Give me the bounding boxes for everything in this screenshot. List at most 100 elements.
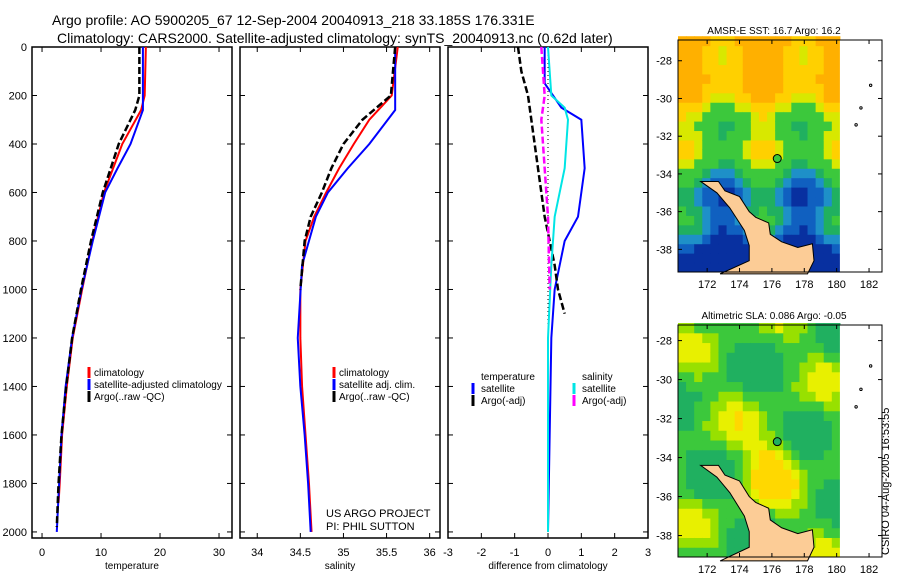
map-cell <box>718 547 728 558</box>
map-cell <box>694 168 703 179</box>
map-cell <box>694 111 703 122</box>
map-cell <box>694 224 703 235</box>
x-tick-label: -2 <box>476 547 486 559</box>
map-cell <box>799 420 809 431</box>
map-cell <box>783 45 792 56</box>
map-cell <box>678 55 687 66</box>
map-cell <box>686 224 695 235</box>
map-cell <box>726 420 736 431</box>
map-cell <box>767 73 776 84</box>
map-cell <box>734 371 744 383</box>
map-cell <box>823 234 833 245</box>
map-cell <box>678 391 687 402</box>
map-cell <box>694 518 703 529</box>
map-cell <box>775 449 784 461</box>
map-cell <box>686 420 695 431</box>
map-cell <box>694 102 703 113</box>
map-cell <box>775 215 784 226</box>
map-cell <box>791 149 800 160</box>
map-cell <box>823 498 833 509</box>
map-cell <box>823 45 833 56</box>
map-cell <box>678 215 687 226</box>
map-cell <box>726 253 736 264</box>
map-cell <box>742 391 752 402</box>
map-cell <box>767 168 776 179</box>
map-cell <box>710 508 719 519</box>
map-cell <box>750 196 760 207</box>
x-tick-label: -3 <box>443 547 453 559</box>
map-cell <box>831 158 841 169</box>
map-cell <box>678 420 687 431</box>
map-cell <box>710 149 719 160</box>
map-cell <box>718 158 728 169</box>
profile-panel-3 <box>447 46 649 539</box>
map-cell <box>791 362 800 373</box>
map-cell <box>775 381 784 392</box>
map-cell <box>678 130 687 141</box>
map-cell <box>702 121 711 132</box>
map-cell <box>823 121 833 132</box>
map-cell <box>758 469 768 480</box>
map-cell <box>775 158 784 169</box>
map-cell <box>815 102 825 113</box>
x-tick-label: 30 <box>213 547 225 559</box>
map-cell <box>694 527 703 539</box>
y-tick-label: 2000 <box>3 527 27 539</box>
x-tick-label: 1 <box>578 547 584 559</box>
map-cell <box>758 479 768 490</box>
map-cell <box>734 234 744 245</box>
map-cell <box>831 352 841 363</box>
map-cell <box>718 449 728 461</box>
island <box>868 364 873 368</box>
map-cell <box>742 45 752 56</box>
map-cell <box>758 391 768 402</box>
map-cell <box>734 224 744 235</box>
series-line-argo-raw-qc- <box>299 46 397 290</box>
map-cell <box>726 527 736 539</box>
map-cell <box>831 469 841 480</box>
map-cell <box>742 121 752 132</box>
map-cell <box>831 64 841 75</box>
map-cell <box>750 362 760 373</box>
map-cell <box>694 488 703 500</box>
map-cell <box>702 139 711 150</box>
island <box>854 405 858 409</box>
map-cell <box>718 215 728 226</box>
legend-title: salinity <box>582 372 613 383</box>
map-cell <box>815 323 825 334</box>
map-cell <box>742 381 752 392</box>
map-cell <box>750 45 760 56</box>
map-cell <box>815 498 825 509</box>
map-cell <box>678 362 687 373</box>
map-cell <box>710 440 719 451</box>
map-cell <box>686 527 695 539</box>
map-cell <box>831 196 841 207</box>
map-cell <box>783 352 792 363</box>
map-cell <box>767 449 776 461</box>
map-cell <box>710 243 719 254</box>
series-line-climatology <box>299 46 399 532</box>
map-cell <box>783 83 792 94</box>
map-cell <box>807 469 817 480</box>
map-cell <box>734 352 744 363</box>
map-cell <box>815 130 825 141</box>
map-cell <box>734 121 744 132</box>
map-cell <box>678 488 687 500</box>
x-tick-label: 3 <box>645 547 651 559</box>
map-cell <box>823 352 833 363</box>
map-cell <box>726 498 736 509</box>
map-cell <box>831 262 841 273</box>
map-cell <box>750 64 760 75</box>
land-new-zealand <box>699 180 815 275</box>
map-cell <box>750 187 760 198</box>
map-cell <box>799 130 809 141</box>
map-cell <box>686 391 695 402</box>
map-cell <box>783 420 792 431</box>
map-cell <box>742 410 752 422</box>
map-cell <box>815 158 825 169</box>
map-cell <box>710 362 719 373</box>
map-cell <box>710 36 719 47</box>
map-cell <box>783 158 792 169</box>
map-cell <box>791 139 800 150</box>
map-cell <box>694 73 703 84</box>
